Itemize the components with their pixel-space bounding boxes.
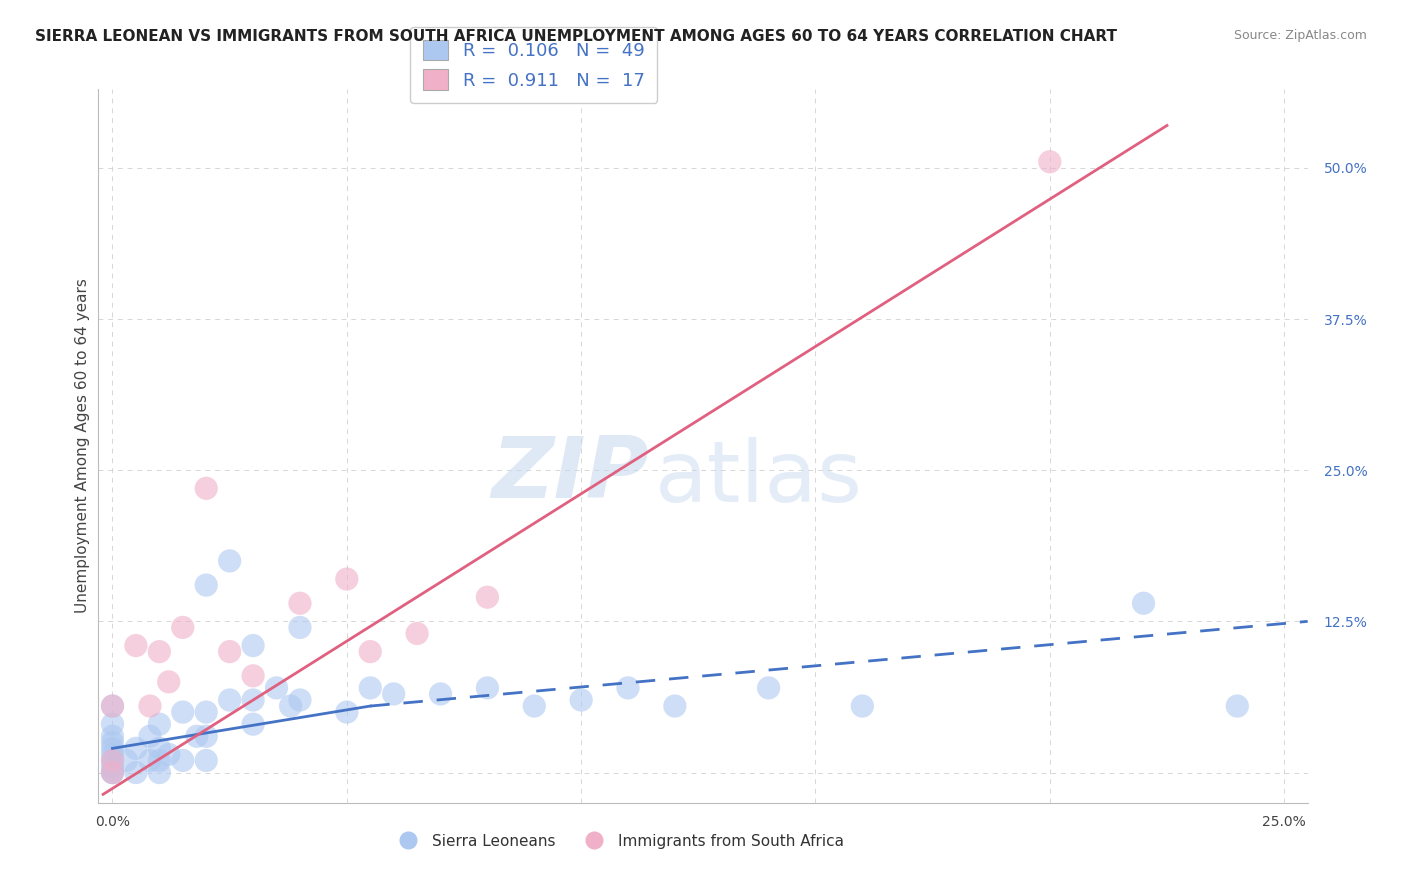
Point xyxy=(101,699,124,714)
Text: atlas: atlas xyxy=(655,436,863,520)
Point xyxy=(101,759,124,773)
Point xyxy=(125,639,148,653)
Point xyxy=(101,699,124,714)
Point xyxy=(242,693,264,707)
Point xyxy=(148,645,170,659)
Point xyxy=(101,765,124,780)
Point xyxy=(115,754,138,768)
Point xyxy=(851,699,873,714)
Point xyxy=(139,754,162,768)
Point xyxy=(242,639,264,653)
Point xyxy=(148,765,170,780)
Point xyxy=(429,687,451,701)
Text: Source: ZipAtlas.com: Source: ZipAtlas.com xyxy=(1233,29,1367,42)
Legend: Sierra Leoneans, Immigrants from South Africa: Sierra Leoneans, Immigrants from South A… xyxy=(392,834,844,848)
Point xyxy=(172,754,194,768)
Point xyxy=(382,687,405,701)
Point xyxy=(359,645,381,659)
Point xyxy=(359,681,381,695)
Point xyxy=(101,765,124,780)
Point xyxy=(664,699,686,714)
Point xyxy=(288,596,311,610)
Point xyxy=(148,754,170,768)
Point xyxy=(1226,699,1249,714)
Point xyxy=(336,705,359,719)
Text: SIERRA LEONEAN VS IMMIGRANTS FROM SOUTH AFRICA UNEMPLOYMENT AMONG AGES 60 TO 64 : SIERRA LEONEAN VS IMMIGRANTS FROM SOUTH … xyxy=(35,29,1118,44)
Point xyxy=(101,717,124,731)
Point xyxy=(336,572,359,586)
Point xyxy=(125,741,148,756)
Point xyxy=(242,717,264,731)
Point xyxy=(288,620,311,634)
Point xyxy=(218,554,240,568)
Y-axis label: Unemployment Among Ages 60 to 64 years: Unemployment Among Ages 60 to 64 years xyxy=(75,278,90,614)
Point xyxy=(1039,154,1062,169)
Point xyxy=(172,705,194,719)
Point xyxy=(172,620,194,634)
Point xyxy=(186,729,208,743)
Point xyxy=(195,705,218,719)
Point xyxy=(101,747,124,762)
Point xyxy=(195,481,218,495)
Point xyxy=(266,681,288,695)
Point xyxy=(125,765,148,780)
Point xyxy=(195,578,218,592)
Point xyxy=(157,747,180,762)
Point xyxy=(195,754,218,768)
Point xyxy=(280,699,302,714)
Point xyxy=(1132,596,1154,610)
Point xyxy=(195,729,218,743)
Point xyxy=(139,729,162,743)
Point xyxy=(218,645,240,659)
Point xyxy=(148,717,170,731)
Point xyxy=(101,741,124,756)
Point xyxy=(523,699,546,714)
Text: ZIP: ZIP xyxy=(491,433,648,516)
Point xyxy=(758,681,780,695)
Point xyxy=(617,681,640,695)
Point xyxy=(148,741,170,756)
Point xyxy=(477,590,499,604)
Point xyxy=(477,681,499,695)
Point xyxy=(101,735,124,749)
Point xyxy=(242,669,264,683)
Point xyxy=(101,754,124,768)
Point xyxy=(218,693,240,707)
Point xyxy=(406,626,429,640)
Point xyxy=(139,699,162,714)
Point xyxy=(569,693,592,707)
Point xyxy=(288,693,311,707)
Point xyxy=(101,754,124,768)
Point xyxy=(101,765,124,780)
Point xyxy=(157,674,180,689)
Point xyxy=(101,729,124,743)
